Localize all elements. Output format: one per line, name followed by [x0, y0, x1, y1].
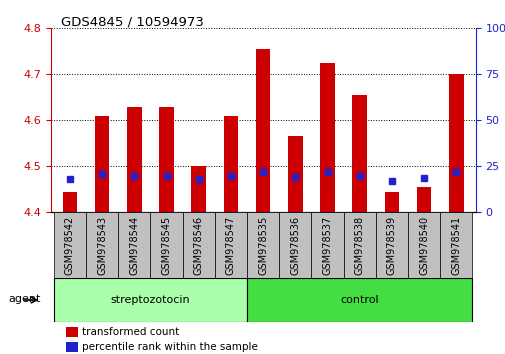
Bar [246, 278, 472, 322]
Text: GSM978546: GSM978546 [193, 216, 204, 275]
Bar [118, 212, 150, 278]
Bar [95, 116, 109, 212]
Bar [246, 212, 279, 278]
Bar [439, 212, 472, 278]
Bar [159, 107, 173, 212]
Bar [407, 212, 439, 278]
Text: GDS4845 / 10594973: GDS4845 / 10594973 [61, 16, 203, 29]
Bar [375, 212, 407, 278]
Bar [343, 212, 375, 278]
Text: streptozotocin: streptozotocin [111, 295, 190, 305]
Bar [287, 136, 302, 212]
Text: GSM978535: GSM978535 [258, 216, 268, 275]
Text: GSM978539: GSM978539 [386, 216, 396, 275]
Bar [448, 74, 463, 212]
Bar [279, 212, 311, 278]
Bar [63, 192, 77, 212]
Bar [256, 49, 270, 212]
Text: GSM978541: GSM978541 [450, 216, 461, 275]
Bar [150, 212, 182, 278]
Text: GSM978545: GSM978545 [161, 216, 171, 275]
Bar [416, 187, 430, 212]
Bar [191, 166, 206, 212]
Bar [320, 63, 334, 212]
Bar [384, 192, 398, 212]
Text: GSM978540: GSM978540 [418, 216, 428, 275]
Text: GSM978544: GSM978544 [129, 216, 139, 275]
Bar [54, 212, 86, 278]
Bar [215, 212, 246, 278]
Bar [352, 95, 366, 212]
Bar [54, 278, 246, 322]
Bar [127, 107, 141, 212]
Text: GSM978542: GSM978542 [65, 216, 75, 275]
Text: transformed count: transformed count [82, 327, 179, 337]
Text: GSM978547: GSM978547 [225, 216, 235, 275]
Text: percentile rank within the sample: percentile rank within the sample [82, 342, 258, 352]
Text: GSM978543: GSM978543 [97, 216, 107, 275]
Text: agent: agent [8, 294, 40, 304]
Text: control: control [340, 295, 378, 305]
Bar [86, 212, 118, 278]
Bar [311, 212, 343, 278]
Text: GSM978537: GSM978537 [322, 216, 332, 275]
Bar [182, 212, 215, 278]
Text: GSM978536: GSM978536 [290, 216, 300, 275]
Bar [223, 116, 238, 212]
Text: GSM978538: GSM978538 [354, 216, 364, 275]
